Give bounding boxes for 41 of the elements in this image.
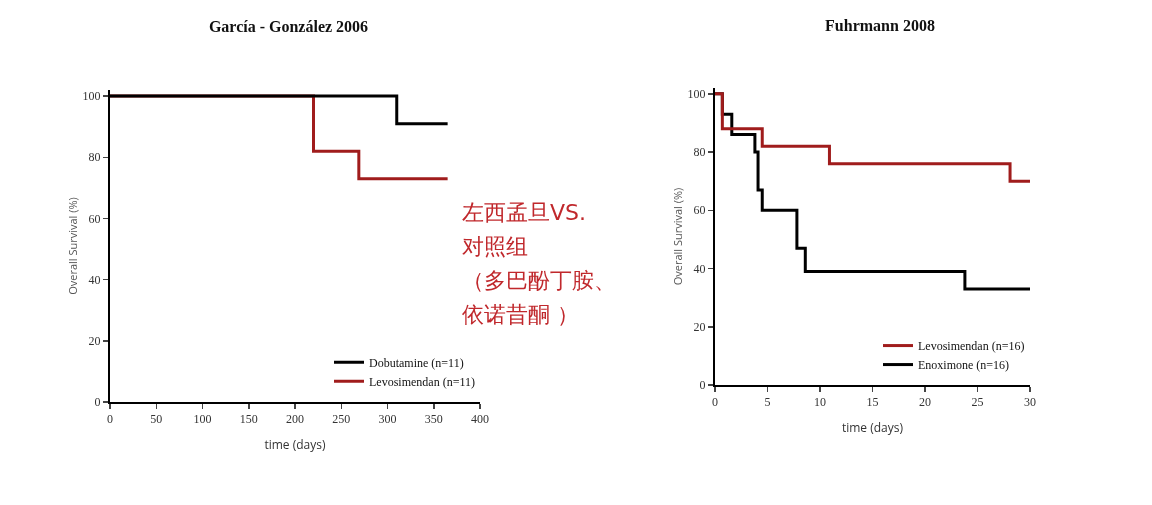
legend-label: Dobutamine (n=11)	[369, 355, 464, 370]
y-tick-label: 40	[88, 272, 101, 287]
y-tick-label: 60	[693, 203, 706, 218]
x-tick-label: 300	[378, 412, 397, 427]
y-tick-label: 80	[693, 145, 706, 160]
x-tick-label: 5	[764, 395, 771, 410]
x-tick-label: 50	[150, 412, 163, 427]
y-tick-label: 100	[82, 89, 101, 104]
chart-title: Fuhrmann 2008	[825, 17, 935, 35]
y-tick-label: 60	[88, 211, 101, 226]
x-tick-label: 15	[866, 395, 879, 410]
x-tick-label: 400	[471, 412, 489, 427]
x-tick-label: 0	[107, 412, 113, 427]
legend-label: Levosimendan (n=11)	[369, 374, 475, 389]
annotation: （多巴酚丁胺、	[462, 267, 617, 295]
x-tick-label: 200	[286, 412, 304, 427]
x-tick-label: 10	[814, 395, 826, 410]
legend-label: Enoximone (n=16)	[918, 358, 1010, 373]
y-tick-label: 20	[693, 319, 706, 334]
annotation: 对照组	[462, 233, 529, 261]
x-tick-label: 30	[1024, 395, 1036, 410]
annotation: 左西孟旦VS.	[462, 199, 587, 227]
x-tick-label: 100	[193, 412, 212, 427]
x-axis-title: time (days)	[841, 419, 904, 436]
annotation: 依诺昔酮 ）	[462, 301, 580, 329]
x-tick-label: 350	[424, 412, 443, 427]
y-tick-label: 0	[699, 378, 706, 393]
y-tick-label: 100	[687, 87, 706, 102]
legend-label: Levosimendan (n=16)	[918, 339, 1025, 354]
x-tick-label: 150	[239, 412, 258, 427]
y-axis-title: Overall Survival (%)	[65, 197, 80, 295]
x-tick-label: 0	[712, 395, 718, 410]
y-axis-title: Overall Survival (%)	[670, 187, 685, 286]
x-axis-title: time (days)	[264, 436, 326, 453]
y-tick-label: 40	[693, 261, 706, 276]
x-tick-label: 25	[971, 395, 984, 410]
x-tick-label: 250	[332, 412, 351, 427]
y-tick-label: 20	[88, 334, 101, 349]
y-tick-label: 80	[88, 150, 101, 165]
chart-title: García - González 2006	[208, 18, 369, 36]
x-tick-label: 20	[919, 395, 931, 410]
